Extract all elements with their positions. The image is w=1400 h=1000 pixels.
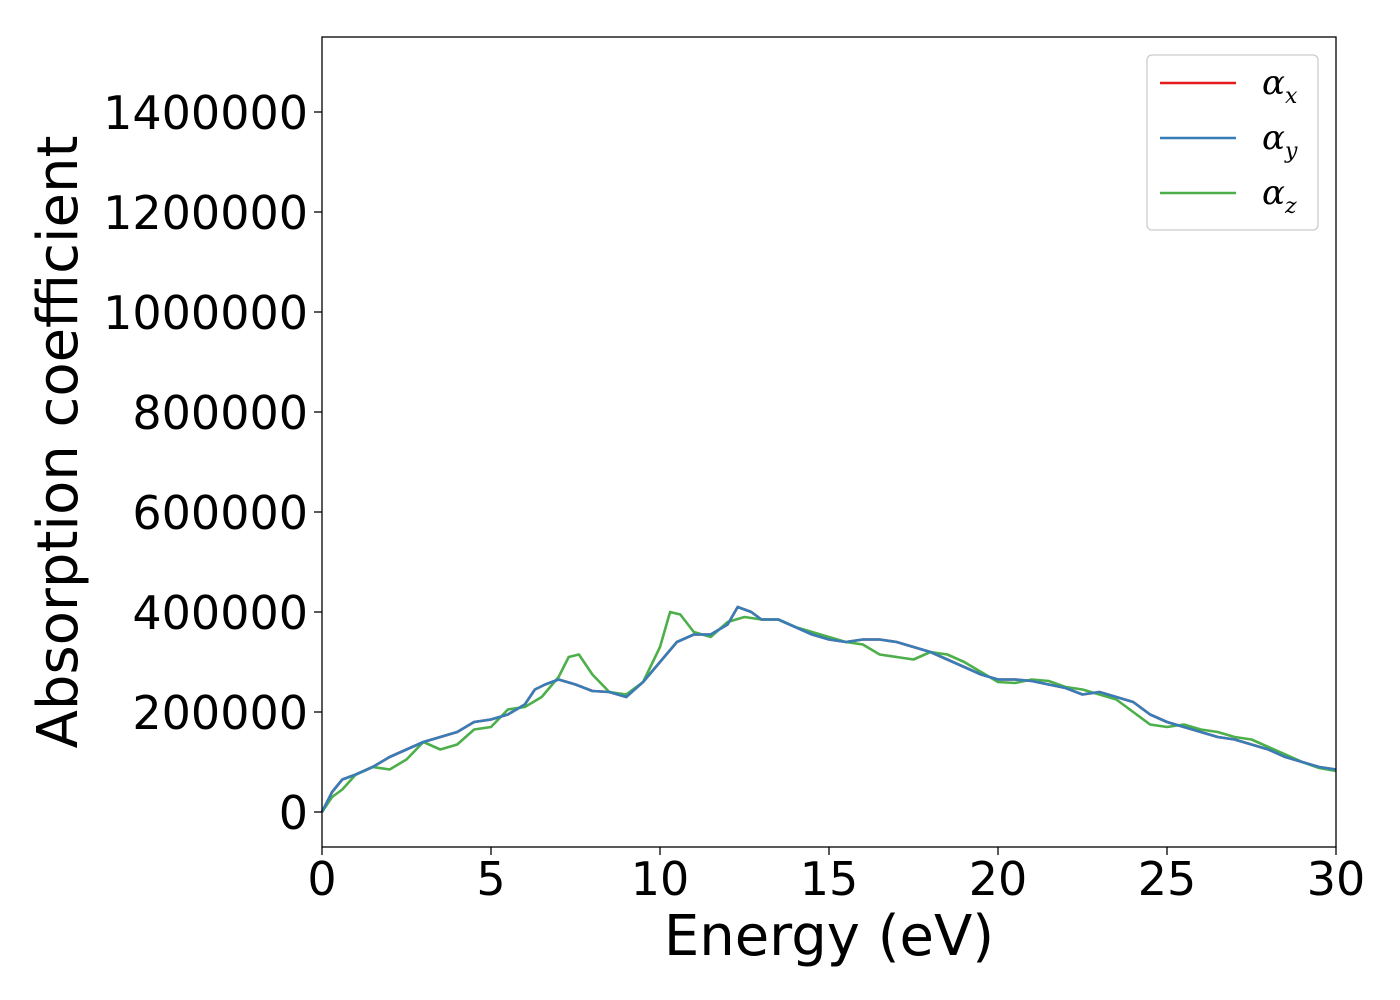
legend-symbol: α: [1262, 173, 1285, 213]
legend-label-y: αy: [1262, 118, 1298, 164]
x-tick-label: 20: [969, 852, 1028, 906]
legend-symbol: α: [1262, 118, 1285, 158]
y-tick-label: 1200000: [103, 186, 308, 240]
legend-subscript: x: [1285, 84, 1298, 109]
series-layer: [320, 605, 1337, 813]
legend-box: [1146, 54, 1319, 231]
y-axis-title: Absorption coefficient: [26, 136, 91, 749]
x-axis: 0 5 10 15 20 25 30: [307, 847, 1365, 906]
legend-label-z: αz: [1262, 173, 1297, 219]
y-tick-label: 0: [279, 786, 308, 840]
y-tick-label: 600000: [132, 486, 308, 540]
legend-subscript: z: [1284, 194, 1297, 219]
legend-symbol: α: [1262, 63, 1285, 103]
y-tick-label: 800000: [132, 386, 308, 440]
x-tick-label: 0: [307, 852, 336, 906]
y-axis: 0 200000 400000 600000 800000 1000000 1200000 1…: [103, 86, 322, 840]
x-tick-label: 15: [800, 852, 859, 906]
y-tick-label: 400000: [132, 586, 308, 640]
legend-label-x: αx: [1262, 63, 1298, 109]
x-tick-label: 10: [631, 852, 690, 906]
y-tick-label: 200000: [132, 686, 308, 740]
x-tick-label: 5: [476, 852, 505, 906]
series-line-y: [320, 605, 1337, 813]
x-axis-title: Energy (eV): [664, 904, 994, 969]
y-tick-label: 1000000: [103, 286, 308, 340]
y-tick-label: 1400000: [103, 86, 308, 140]
x-tick-label: 25: [1138, 852, 1197, 906]
x-tick-label: 30: [1307, 852, 1366, 906]
legend-subscript: y: [1284, 139, 1298, 164]
